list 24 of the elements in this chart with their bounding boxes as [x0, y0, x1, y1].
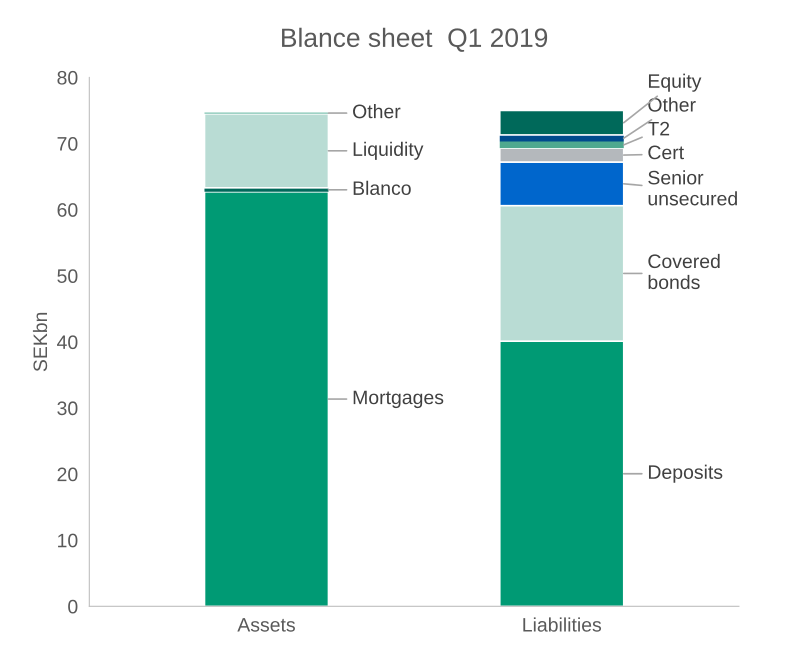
series-label: Covered bonds: [648, 254, 720, 290]
series-label: Liquidity: [354, 142, 424, 160]
y-tick-label: 70: [58, 136, 78, 151]
y-tick-label: 80: [57, 70, 78, 85]
y-tick-label: 20: [58, 468, 78, 482]
x-tick-label: Assets: [237, 618, 295, 632]
y-tick-label: 50: [57, 269, 78, 283]
chart-title: Blance sheet Q1 2019: [282, 28, 548, 52]
series-label: T2: [648, 122, 670, 136]
y-axis-title: SEKbn: [32, 312, 48, 372]
series-label: Other: [648, 97, 696, 112]
y-tick-label: 10: [58, 534, 78, 548]
y-tick-label: 0: [68, 600, 78, 614]
series-label: Deposits: [648, 464, 722, 483]
y-tick-label: 40: [57, 335, 78, 350]
series-label: Equity: [648, 74, 702, 92]
series-label: Blanco: [354, 180, 411, 196]
x-tick-label: Liabilities: [523, 617, 602, 632]
series-label: Mortgages: [354, 390, 444, 408]
series-label: Cert: [648, 146, 684, 160]
series-label: Other: [353, 104, 400, 118]
y-tick-label: 30: [57, 401, 78, 416]
y-tick-label: 60: [58, 203, 78, 217]
series-label: Senior unsecured: [648, 170, 737, 206]
